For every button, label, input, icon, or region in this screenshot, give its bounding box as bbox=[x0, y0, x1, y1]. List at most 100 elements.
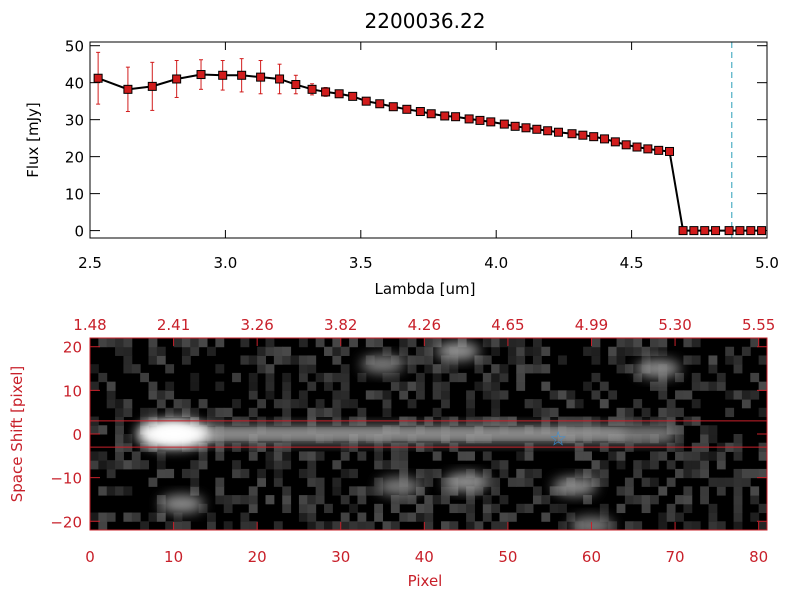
noise-pixel bbox=[624, 495, 634, 505]
noise-pixel bbox=[156, 346, 166, 356]
noise-pixel bbox=[156, 460, 166, 470]
noise-pixel bbox=[641, 407, 651, 418]
noise-pixel bbox=[624, 364, 634, 374]
noise-pixel bbox=[332, 338, 342, 348]
emission-blob bbox=[435, 342, 480, 361]
noise-pixel bbox=[123, 355, 133, 365]
noise-pixel bbox=[307, 477, 317, 487]
noise-pixel bbox=[482, 495, 492, 505]
noise-pixel bbox=[725, 355, 735, 365]
noise-pixel bbox=[516, 381, 526, 391]
emission-blob-core bbox=[157, 426, 190, 442]
noise-pixel bbox=[516, 355, 526, 365]
noise-pixel bbox=[382, 399, 392, 409]
noise-pixel bbox=[298, 512, 308, 522]
noise-pixel bbox=[156, 468, 166, 479]
noise-pixel bbox=[750, 486, 760, 496]
flux-point bbox=[172, 74, 182, 84]
noise-pixel bbox=[708, 451, 718, 461]
noise-pixel bbox=[591, 390, 601, 400]
noise-pixel bbox=[466, 495, 475, 505]
noise-pixel bbox=[574, 451, 584, 461]
noise-pixel bbox=[223, 407, 233, 418]
noise-pixel bbox=[608, 390, 618, 400]
image-plot-area: ☆ 0 10 20 30 40 50 60 70 80 1.48 2.41 3.26 3.82 4.26 4.… bbox=[50, 316, 775, 566]
flux-point bbox=[402, 104, 412, 114]
noise-pixel bbox=[591, 355, 601, 365]
noise-pixel bbox=[407, 355, 417, 365]
flux-point bbox=[415, 107, 425, 117]
noise-pixel bbox=[474, 486, 484, 496]
noise-pixel bbox=[432, 338, 442, 348]
noise-pixel bbox=[491, 407, 501, 418]
spectrum-x-tick-label: 4.5 bbox=[620, 254, 644, 272]
image-x-tick-label: 80 bbox=[749, 548, 768, 566]
noise-pixel bbox=[165, 390, 175, 400]
spectral-trace-core bbox=[156, 430, 625, 438]
flux-point bbox=[643, 144, 653, 154]
noise-pixel bbox=[98, 512, 108, 522]
noise-pixel bbox=[390, 503, 400, 514]
noise-pixel bbox=[633, 346, 643, 356]
noise-pixel bbox=[173, 399, 183, 409]
spectrum-y-tick-label: 50 bbox=[65, 38, 84, 56]
noise-pixel bbox=[115, 425, 124, 435]
noise-pixel bbox=[658, 407, 668, 418]
noise-pixel bbox=[190, 346, 200, 356]
image-top-tick-label: 4.65 bbox=[491, 316, 524, 334]
noise-pixel bbox=[474, 364, 484, 374]
noise-pixel bbox=[282, 346, 292, 356]
noise-pixel bbox=[415, 486, 425, 496]
noise-pixel bbox=[516, 364, 526, 374]
noise-pixel bbox=[215, 486, 225, 496]
noise-pixel bbox=[115, 434, 124, 444]
noise-pixel bbox=[691, 399, 701, 409]
noise-pixel bbox=[649, 381, 659, 391]
noise-pixel bbox=[265, 364, 275, 374]
noise-pixel bbox=[415, 346, 425, 356]
noise-pixel bbox=[466, 521, 475, 530]
noise-pixel bbox=[691, 451, 701, 461]
noise-pixel bbox=[549, 486, 559, 496]
noise-pixel bbox=[399, 346, 409, 356]
image-top-tick-label: 4.99 bbox=[575, 316, 608, 334]
noise-pixel bbox=[106, 468, 116, 479]
noise-pixel bbox=[248, 390, 258, 400]
noise-pixel bbox=[123, 407, 133, 418]
noise-pixel bbox=[240, 338, 250, 348]
noise-pixel bbox=[407, 495, 417, 505]
noise-pixel bbox=[123, 460, 133, 470]
noise-pixel bbox=[516, 477, 526, 487]
noise-pixel bbox=[215, 477, 225, 487]
noise-pixel bbox=[633, 338, 643, 348]
noise-pixel bbox=[115, 346, 124, 356]
noise-pixel bbox=[583, 495, 592, 505]
image-x-tick-label: 30 bbox=[331, 548, 350, 566]
noise-pixel bbox=[374, 503, 384, 514]
noise-pixel bbox=[131, 364, 141, 374]
noise-pixel bbox=[758, 407, 767, 418]
noise-pixel bbox=[407, 338, 417, 348]
noise-pixel bbox=[441, 399, 450, 409]
noise-pixel bbox=[466, 486, 475, 496]
flux-point bbox=[375, 99, 385, 109]
noise-pixel bbox=[307, 355, 317, 365]
noise-pixel bbox=[349, 503, 358, 514]
noise-pixel bbox=[583, 468, 592, 479]
noise-pixel bbox=[282, 390, 292, 400]
noise-pixel bbox=[165, 381, 175, 391]
noise-pixel bbox=[758, 468, 767, 479]
noise-pixel bbox=[248, 495, 258, 505]
noise-pixel bbox=[449, 503, 459, 514]
noise-pixel bbox=[432, 372, 442, 383]
noise-pixel bbox=[675, 468, 684, 479]
flux-point bbox=[307, 84, 317, 94]
noise-pixel bbox=[683, 460, 693, 470]
flux-point bbox=[678, 226, 688, 236]
noise-pixel bbox=[123, 486, 133, 496]
noise-pixel bbox=[265, 451, 275, 461]
noise-pixel bbox=[357, 495, 367, 505]
noise-pixel bbox=[223, 503, 233, 514]
noise-pixel bbox=[741, 477, 751, 487]
noise-pixel bbox=[265, 372, 275, 383]
